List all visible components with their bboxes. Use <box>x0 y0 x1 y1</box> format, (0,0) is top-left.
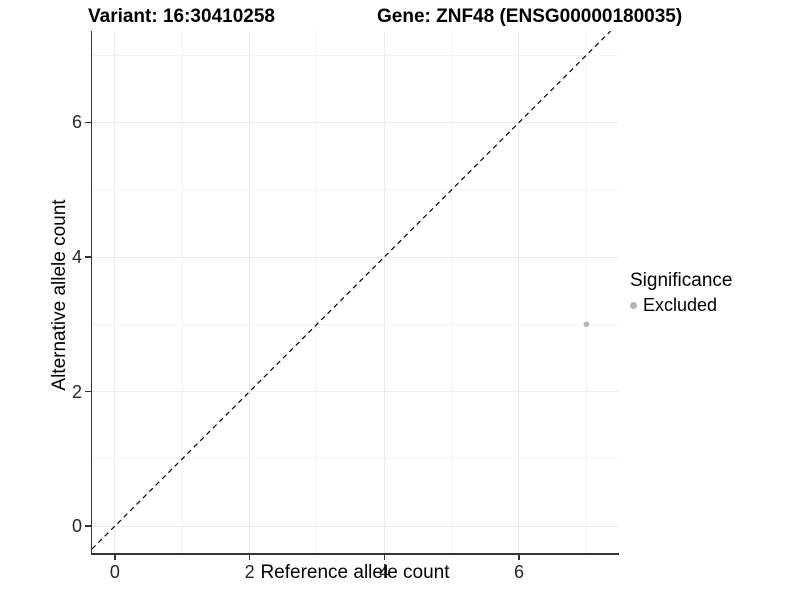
y-tick-label: 0 <box>71 516 82 537</box>
x-gridline-major <box>383 31 385 553</box>
y-tick-mark <box>85 390 91 393</box>
x-tick-label: 0 <box>109 562 120 582</box>
y-tick-label: 6 <box>71 112 82 133</box>
x-tick-mark <box>383 554 386 560</box>
x-gridline-major <box>114 31 116 553</box>
y-axis-title: Alternative allele count <box>49 199 70 391</box>
legend-entry-label: Excluded <box>643 294 718 315</box>
y-tick-mark <box>85 121 91 124</box>
y-gridline-major <box>92 391 618 393</box>
y-tick-label: 2 <box>71 381 82 402</box>
data-point <box>583 321 590 328</box>
legend-entries: Excluded <box>630 295 732 315</box>
x-gridline-minor <box>585 31 587 553</box>
legend-entry: Excluded <box>630 295 732 315</box>
y-tick-mark <box>85 256 91 258</box>
x-gridline-major <box>518 31 520 553</box>
x-tick-mark <box>114 554 116 560</box>
x-axis-line <box>90 553 619 555</box>
y-gridline-minor <box>92 458 618 460</box>
plot-title-gene: Gene: ZNF48 (ENSG00000180035) <box>377 6 683 27</box>
y-gridline-minor <box>92 189 618 191</box>
legend: Significance Excluded <box>630 270 732 315</box>
x-tick-mark <box>518 554 520 560</box>
identity-reference-line <box>92 31 612 550</box>
legend-point-icon <box>630 301 637 309</box>
x-gridline-minor <box>181 31 183 553</box>
x-gridline-major <box>249 31 251 553</box>
y-tick-label: 4 <box>71 247 82 268</box>
x-axis-title: Reference allele count <box>260 562 450 583</box>
x-gridline-minor <box>316 31 318 553</box>
x-gridline-minor <box>451 31 453 553</box>
y-gridline-major <box>92 525 618 527</box>
x-tick-label: 2 <box>244 562 255 582</box>
y-tick-mark <box>85 525 91 527</box>
x-tick-mark <box>248 554 251 560</box>
legend-title: Significance <box>630 270 733 291</box>
y-gridline-major <box>92 121 618 123</box>
y-axis-line <box>90 31 92 555</box>
x-tick-label: 6 <box>513 562 524 582</box>
y-gridline-minor <box>92 54 618 56</box>
plot-title-variant: Variant: 16:30410258 <box>88 6 275 27</box>
x-tick-label: 4 <box>379 562 390 582</box>
y-gridline-major <box>92 256 618 258</box>
plot-canvas <box>92 31 612 550</box>
y-gridline-minor <box>92 323 618 325</box>
plot-panel <box>92 31 618 553</box>
